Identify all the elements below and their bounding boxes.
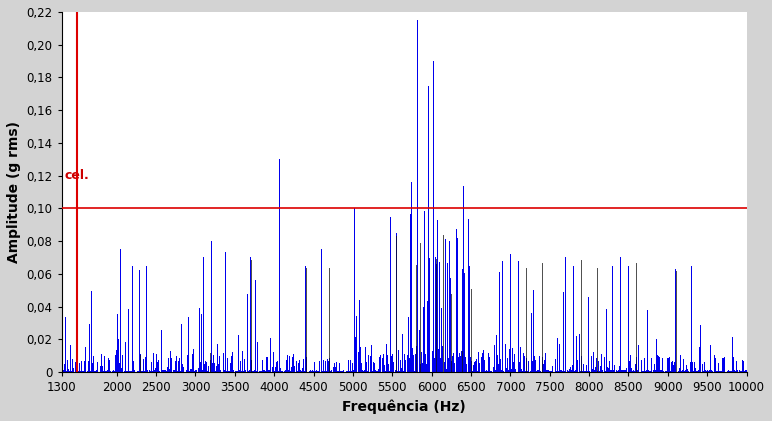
Text: cel.: cel. (65, 169, 90, 182)
X-axis label: Frequência (Hz): Frequência (Hz) (342, 400, 466, 414)
Y-axis label: Amplitude (g rms): Amplitude (g rms) (7, 121, 21, 263)
